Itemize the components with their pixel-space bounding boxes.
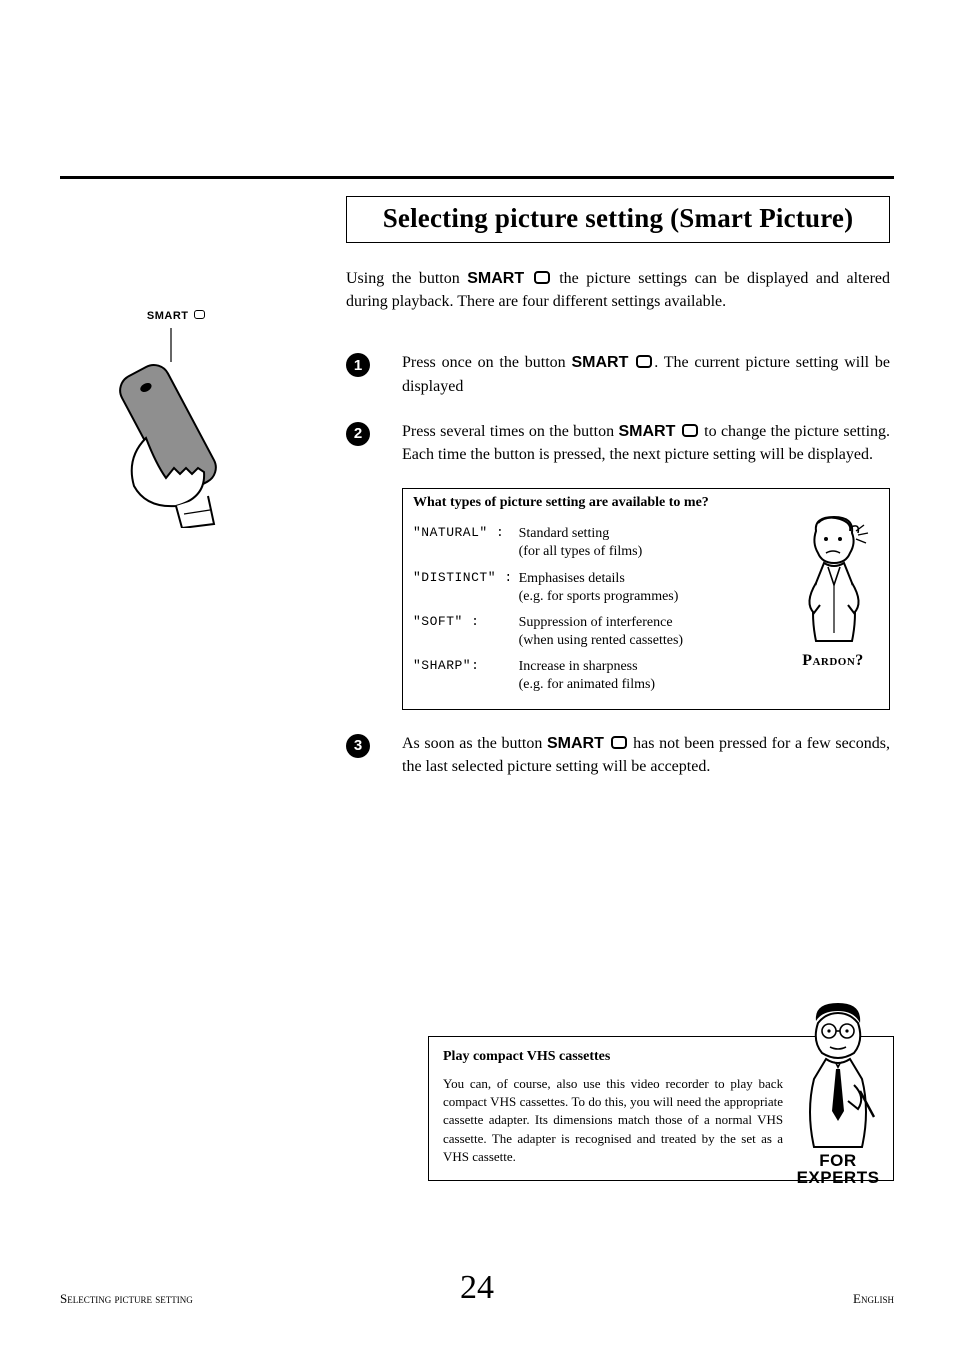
step-pre: As soon as the button <box>402 735 547 752</box>
step-pre: Press several times on the button <box>402 423 618 440</box>
settings-row: "SOFT" : Suppression of interference (wh… <box>413 610 730 654</box>
step-text: Press several times on the button SMART … <box>402 420 890 466</box>
page-title: Selecting picture setting (Smart Picture… <box>361 203 875 234</box>
setting-key: "NATURAL" : <box>413 521 519 565</box>
footer: Selecting picture setting 24 English <box>60 1291 894 1307</box>
experts-text: You can, of course, also use this video … <box>443 1075 783 1166</box>
confused-person-icon <box>796 513 871 653</box>
setting-val: Increase in sharpness (e.g. for animated… <box>519 654 730 698</box>
setting-val: Standard setting (for all types of films… <box>519 521 730 565</box>
smart-label: SMART <box>571 354 628 371</box>
title-box: Selecting picture setting (Smart Picture… <box>346 196 890 243</box>
steps-list: 1 Press once on the button SMART . The c… <box>346 351 890 778</box>
step-3: 3 As soon as the button SMART has not be… <box>346 732 890 778</box>
smart-label: SMART <box>467 270 524 287</box>
main-content: Selecting picture setting (Smart Picture… <box>346 196 890 800</box>
step-2: 2 Press several times on the button SMAR… <box>346 420 890 466</box>
setting-key: "DISTINCT" : <box>413 566 519 610</box>
step-number: 3 <box>346 734 370 758</box>
settings-row: "DISTINCT" : Emphasises details (e.g. fo… <box>413 566 730 610</box>
smart-label: SMART <box>618 423 675 440</box>
smart-icon <box>636 355 652 368</box>
intro-part1: Using the button <box>346 270 467 287</box>
experts-label-line2: EXPERTS <box>791 1169 885 1186</box>
setting-val: Suppression of interference (when using … <box>519 610 730 654</box>
smart-label: SMART <box>547 735 604 752</box>
step-text: As soon as the button SMART has not been… <box>402 732 890 778</box>
setting-val: Emphasises details (e.g. for sports prog… <box>519 566 730 610</box>
settings-row: "NATURAL" : Standard setting (for all ty… <box>413 521 730 565</box>
step-pre: Press once on the button <box>402 354 571 371</box>
remote-smart-label: SMART <box>86 310 266 322</box>
smart-icon <box>611 736 627 749</box>
setting-key: "SHARP": <box>413 654 519 698</box>
experts-label: FOR EXPERTS <box>791 1152 885 1186</box>
remote-illustration: SMART <box>86 310 266 533</box>
experts-box: Play compact VHS cassettes You can, of c… <box>428 1036 894 1181</box>
remote-label-text: SMART <box>147 310 189 322</box>
horizontal-rule <box>60 176 894 179</box>
step-number: 1 <box>346 353 370 377</box>
footer-language: English <box>853 1291 894 1307</box>
pardon-label: Pardon? <box>787 652 879 670</box>
smart-icon <box>194 310 205 319</box>
setting-key: "SOFT" : <box>413 610 519 654</box>
smart-icon <box>534 271 550 284</box>
settings-table: "NATURAL" : Standard setting (for all ty… <box>413 521 730 699</box>
intro-paragraph: Using the button SMART the picture setti… <box>346 267 890 313</box>
settings-box-title: What types of picture setting are availa… <box>413 495 879 511</box>
step-number: 2 <box>346 422 370 446</box>
page: SMART Selecting picture setting (Smart P… <box>0 0 954 1351</box>
smart-icon <box>682 424 698 437</box>
pardon-figure: Pardon? <box>787 513 879 670</box>
settings-row: "SHARP": Increase in sharpness (e.g. for… <box>413 654 730 698</box>
expert-person-icon <box>796 1001 880 1151</box>
experts-figure: FOR EXPERTS <box>791 1001 885 1186</box>
page-number: 24 <box>460 1269 494 1307</box>
step-1: 1 Press once on the button SMART . The c… <box>346 351 890 397</box>
remote-hand-icon <box>86 328 256 528</box>
experts-label-line1: FOR <box>791 1152 885 1169</box>
step-text: Press once on the button SMART . The cur… <box>402 351 890 397</box>
footer-section-name: Selecting picture setting <box>60 1291 193 1307</box>
settings-box: What types of picture setting are availa… <box>402 488 890 710</box>
